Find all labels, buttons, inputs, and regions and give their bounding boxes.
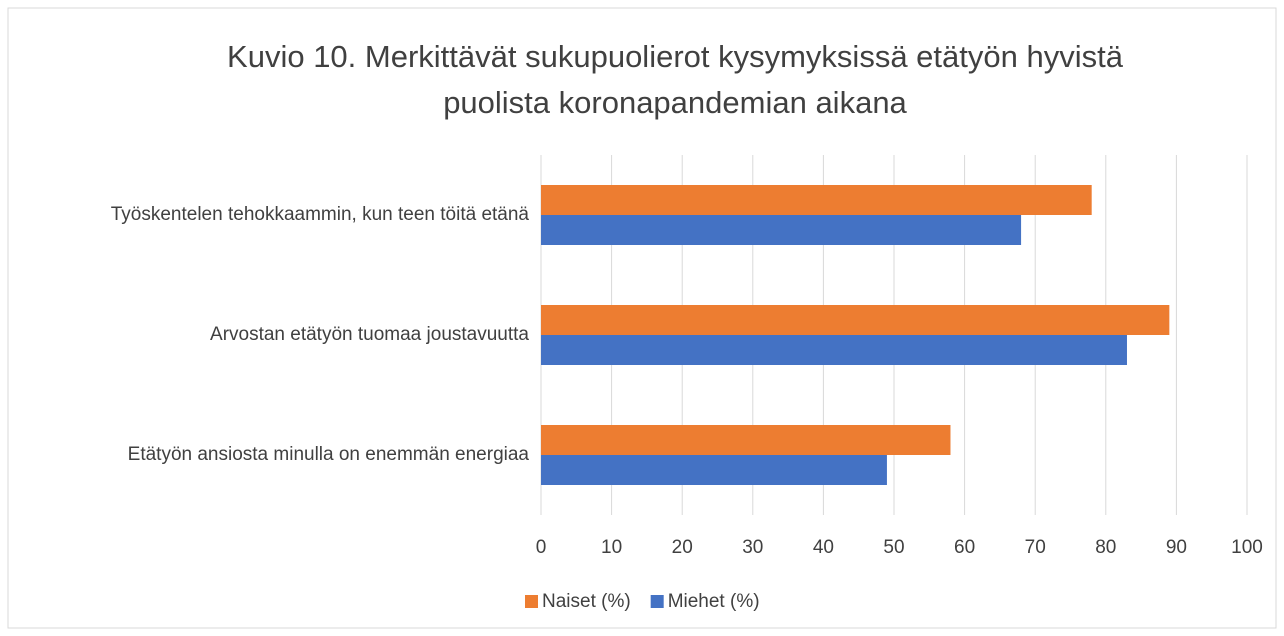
- bar: [541, 305, 1170, 335]
- bar: [541, 215, 1022, 245]
- y-tick-label: Arvostan etätyön tuomaa joustavuutta: [210, 324, 529, 345]
- legend-swatch: [650, 595, 664, 608]
- x-tick-label: 80: [1095, 537, 1116, 558]
- y-tick-label: Työskentelen tehokkaammin, kun teen töit…: [111, 204, 530, 225]
- bar: [541, 335, 1127, 365]
- x-tick-label: 100: [1231, 537, 1263, 558]
- legend-swatch: [525, 595, 538, 608]
- x-tick-label: 30: [742, 537, 763, 558]
- x-tick-label: 0: [536, 537, 547, 558]
- legend-label: Naiset (%): [542, 591, 631, 612]
- bar: [541, 455, 887, 485]
- x-tick-label: 40: [813, 537, 834, 558]
- x-tick-label: 20: [672, 537, 693, 558]
- bar: [541, 185, 1092, 215]
- x-tick-label: 70: [1025, 537, 1046, 558]
- x-tick-label: 50: [883, 537, 904, 558]
- bar: [541, 425, 951, 455]
- x-tick-label: 60: [954, 537, 975, 558]
- chart-title: Kuvio 10. Merkittävät sukupuolierot kysy…: [227, 39, 1123, 120]
- y-tick-label: Etätyön ansiosta minulla on enemmän ener…: [128, 444, 530, 465]
- x-tick-label: 10: [601, 537, 622, 558]
- legend-label: Miehet (%): [668, 591, 760, 612]
- x-tick-label: 90: [1166, 537, 1187, 558]
- chart-frame: [7, 7, 1277, 629]
